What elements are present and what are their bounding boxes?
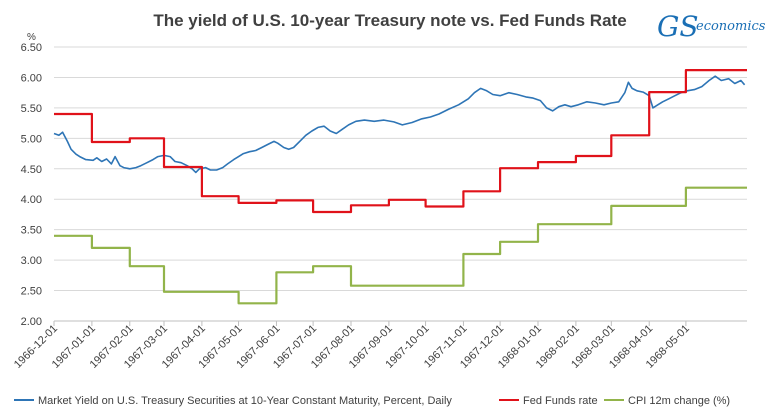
y-tick-label: 6.00 — [21, 72, 42, 84]
y-tick-label: 2.50 — [21, 286, 42, 298]
y-tick-label: 5.50 — [21, 103, 42, 115]
y-tick-label: 2.00 — [21, 316, 42, 328]
series-lines — [53, 69, 747, 305]
x-axis: 1966-12-011967-01-011967-02-011967-03-01… — [12, 320, 747, 371]
chart-title: The yield of U.S. 10-year Treasury note … — [153, 11, 626, 30]
logo-mark: GS — [657, 10, 699, 43]
y-axis-ticks: 2.00 2.50 3.00 3.50 4.00 4.50 5.00 5.50 6.00 6.50 — [21, 42, 42, 328]
legend-item: CPI 12m change (%) — [604, 395, 730, 407]
series-line-3 — [54, 186, 747, 305]
y-tick-label: 5.00 — [21, 133, 42, 145]
y-tick-label: 4.00 — [21, 194, 42, 206]
legend: Market Yield on U.S. Treasury Securities… — [14, 395, 730, 407]
logo: GS economics — [657, 10, 766, 43]
y-tick-label: 3.50 — [21, 225, 42, 237]
y-tick-label: 6.50 — [21, 42, 42, 54]
series-line-1 — [53, 75, 746, 174]
logo-word: economics — [696, 19, 766, 34]
series-line-2 — [54, 69, 747, 214]
gridlines — [54, 46, 747, 292]
y-axis-unit: % — [27, 32, 36, 43]
legend-item: Market Yield on U.S. Treasury Securities… — [14, 395, 452, 407]
legend-label: Market Yield on U.S. Treasury Securities… — [38, 395, 452, 407]
y-tick-label: 3.00 — [21, 255, 42, 267]
legend-label: Fed Funds rate — [523, 395, 598, 407]
y-tick-label: 4.50 — [21, 164, 42, 176]
legend-item: Fed Funds rate — [499, 395, 598, 407]
legend-label: CPI 12m change (%) — [628, 395, 730, 407]
